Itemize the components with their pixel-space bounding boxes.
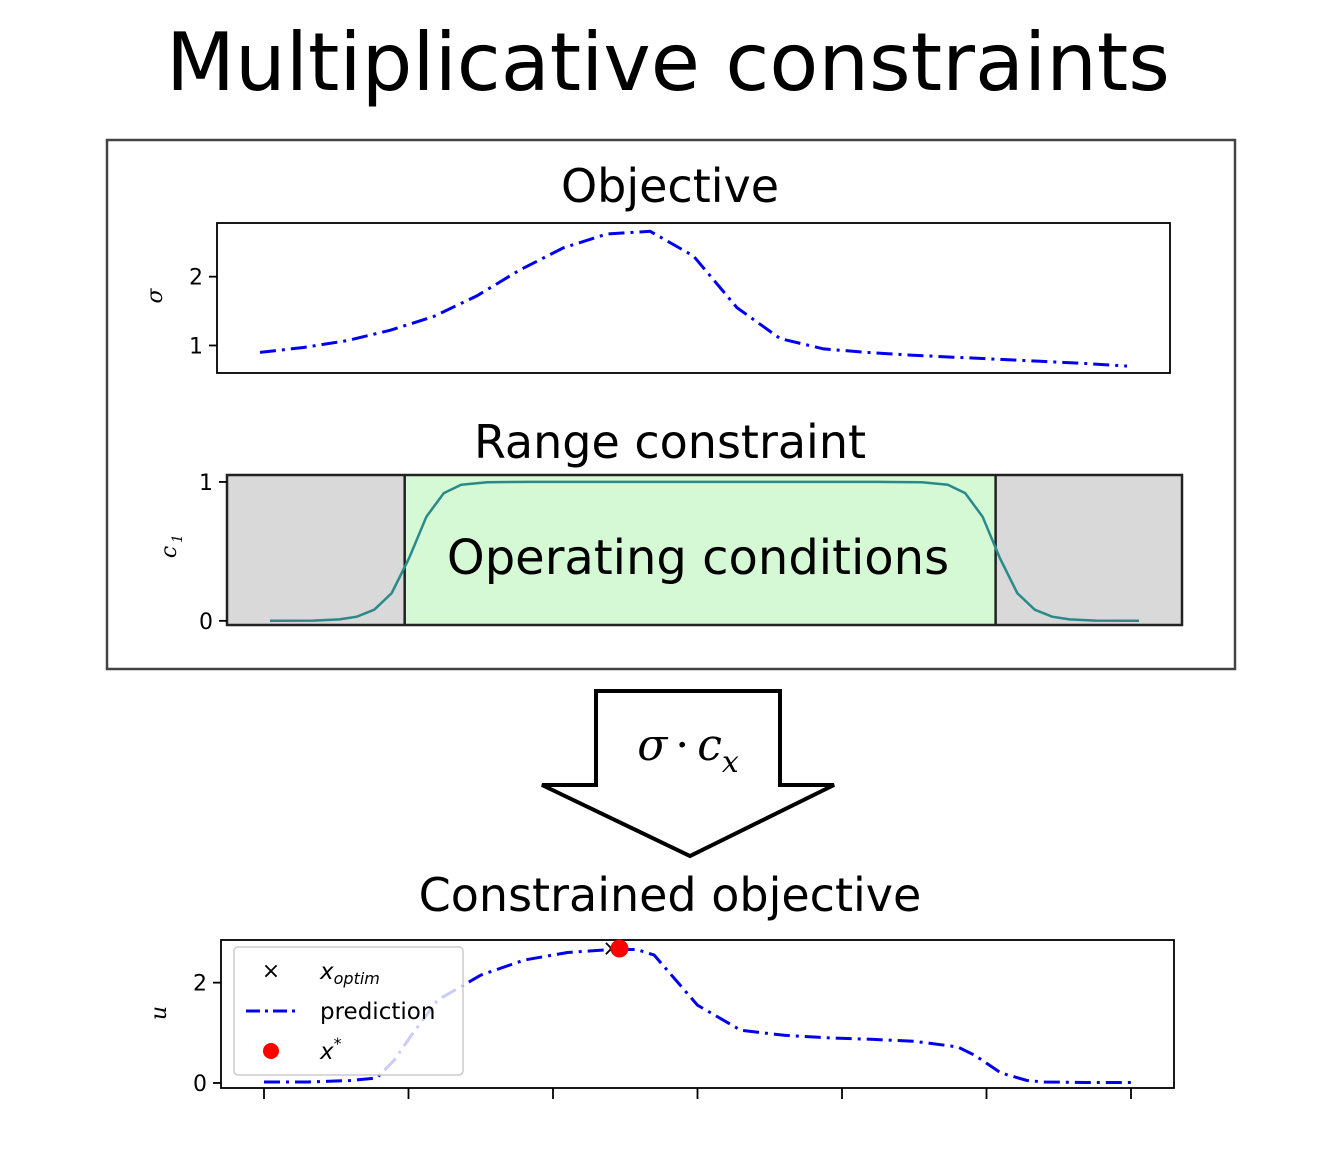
constraint-y-label-group: c 1 xyxy=(157,534,186,558)
objective-title: Objective xyxy=(561,159,779,213)
arrow-formula: σ · cx xyxy=(637,720,739,780)
operating-conditions-label: Operating conditions xyxy=(447,530,949,586)
x-star-point xyxy=(610,939,629,958)
constrained-y-tick-label: 0 xyxy=(193,1072,207,1097)
constrained-panel: Constrained objective × 02 u × xoptim pr… xyxy=(147,868,1175,1099)
objective-y-tick-label: 2 xyxy=(189,266,203,291)
down-arrow-shape xyxy=(541,689,835,859)
inputs-frame xyxy=(105,138,1237,671)
objective-line xyxy=(259,229,1128,368)
constrained-y-label: u xyxy=(147,1006,172,1020)
operating-region xyxy=(404,475,996,625)
constraint-title: Range constraint xyxy=(474,415,866,469)
constrained-title: Constrained objective xyxy=(419,868,922,922)
prediction-line xyxy=(264,948,1131,1084)
excluded-region-right xyxy=(995,475,1182,625)
objective-y-label: σ xyxy=(143,288,168,304)
objective-y-ticks: 12 xyxy=(189,266,217,359)
objective-axes-frame xyxy=(216,222,1171,374)
constraint-line xyxy=(269,480,1140,623)
legend-prediction-label: prediction xyxy=(320,999,435,1025)
constrained-y-tick-label: 2 xyxy=(193,972,207,997)
excluded-region-left xyxy=(227,475,405,625)
objective-panel: Objective 12 σ xyxy=(143,159,1171,374)
legend-cross-icon: × xyxy=(262,959,280,984)
objective-y-tick-label: 1 xyxy=(189,334,203,359)
constraint-y-tick-label: 1 xyxy=(199,471,213,496)
figure-title: Multiplicative constraints xyxy=(166,16,1170,109)
constraint-y-tick-label: 0 xyxy=(199,610,213,635)
multiplication-arrow: σ · cx xyxy=(541,689,835,859)
constrained-y-ticks: 02 xyxy=(193,972,221,1097)
constraint-panel: Range constraint Operating conditions 01… xyxy=(157,415,1184,635)
legend-dot-icon xyxy=(263,1043,279,1059)
legend-x-optim-label: xoptim xyxy=(319,959,380,988)
constrained-x-ticks xyxy=(263,1088,1132,1099)
legend-x-star-label: x* xyxy=(319,1034,342,1065)
constraint-y-label: c xyxy=(157,546,182,558)
constraint-axes-frame xyxy=(225,473,1184,627)
constraint-y-ticks: 01 xyxy=(199,471,227,635)
legend: × xoptim prediction x* xyxy=(233,946,464,1076)
legend-box xyxy=(233,946,464,1076)
constraint-y-label-sub: 1 xyxy=(170,534,186,543)
